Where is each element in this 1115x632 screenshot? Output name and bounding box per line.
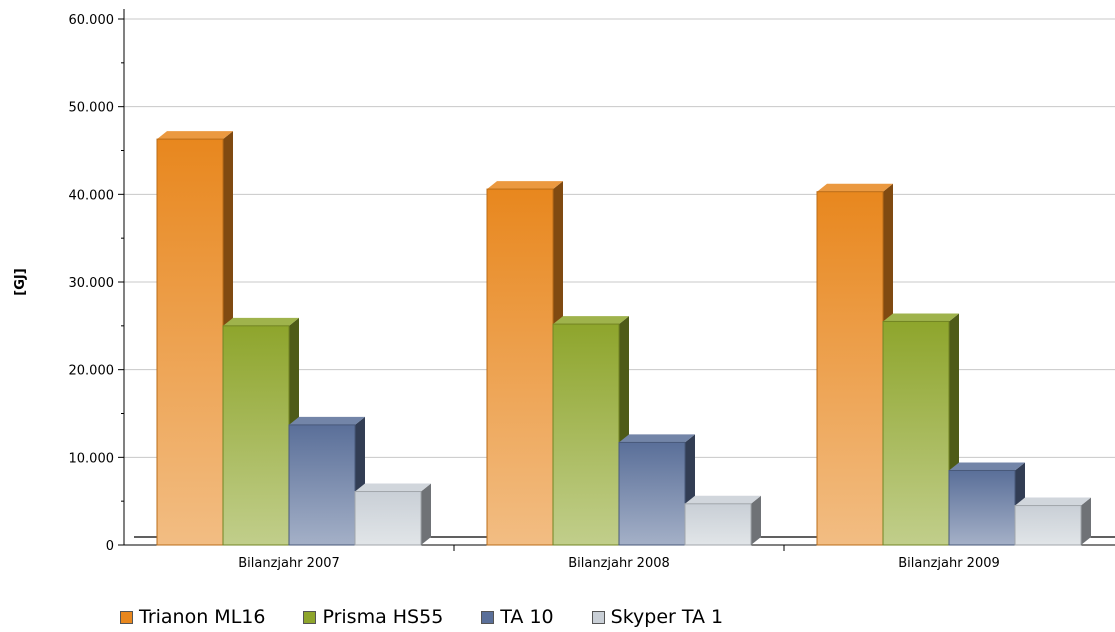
legend-item: TA 10 <box>481 606 554 628</box>
y-tick-label: 20.000 <box>69 364 115 379</box>
bar <box>1014 497 1091 546</box>
bar-top <box>685 495 761 504</box>
legend-swatch <box>591 610 605 624</box>
bar <box>288 416 365 546</box>
legend-swatch <box>120 610 133 624</box>
x-category-label: Bilanzjahr 2009 <box>898 556 1000 571</box>
bar-top <box>487 181 563 190</box>
bar <box>156 131 233 546</box>
bar-front <box>222 325 290 546</box>
bar-top <box>289 416 365 425</box>
y-axis-title: [GJ] <box>13 268 28 295</box>
bar <box>882 313 959 546</box>
legend-item: Skyper TA 1 <box>591 606 724 628</box>
x-category-label: Bilanzjahr 2007 <box>238 556 340 571</box>
y-tick-label: 30.000 <box>69 276 115 291</box>
y-tick-label: 0 <box>106 539 114 554</box>
y-tick-label: 50.000 <box>69 101 115 116</box>
bar <box>816 183 893 546</box>
legend-swatch <box>481 610 495 624</box>
bar-front <box>288 424 356 546</box>
legend-item: Trianon ML16 <box>120 606 265 628</box>
bar-front <box>816 191 884 546</box>
bar-front <box>618 441 686 546</box>
bar <box>684 495 761 546</box>
bar-front <box>552 323 620 546</box>
bar-top <box>1015 497 1091 506</box>
legend-item: Prisma HS55 <box>303 606 443 628</box>
legend-label: Trianon ML16 <box>139 606 266 628</box>
x-category-label: Bilanzjahr 2008 <box>568 556 670 571</box>
bar-top <box>157 131 233 140</box>
bar <box>354 483 431 546</box>
bar-front <box>486 188 554 546</box>
bar <box>552 316 629 546</box>
bars <box>156 131 1091 546</box>
bar-top <box>619 434 695 443</box>
bar-side <box>1081 497 1091 545</box>
bar-side <box>751 495 761 545</box>
bar <box>222 317 299 546</box>
bar-top <box>553 316 629 325</box>
y-tick-label: 10.000 <box>69 451 115 466</box>
bar-front <box>354 491 422 546</box>
bar-top <box>949 462 1025 471</box>
bar-top <box>817 183 893 192</box>
bar <box>618 434 695 546</box>
bar-front <box>684 503 752 546</box>
bar-top <box>223 317 299 326</box>
bar-top <box>355 483 431 492</box>
legend-label: Skyper TA 1 <box>610 606 724 628</box>
bar-chart: 0 10.000 20.000 30.000 40.000 50.000 60.000 [GJ… <box>13 9 1115 571</box>
bar-front <box>1014 505 1082 546</box>
bar-front <box>156 138 224 546</box>
bar <box>486 181 563 546</box>
y-tick-label: 40.000 <box>69 188 115 203</box>
bar-front <box>948 469 1016 546</box>
axis-labels: 0 10.000 20.000 30.000 40.000 50.000 60.000 [GJ… <box>13 13 1000 571</box>
bar-side <box>421 483 431 545</box>
legend-swatch <box>303 610 317 624</box>
legend-label: TA 10 <box>500 606 554 628</box>
legend: Trianon ML16 Prisma HS55 TA 10 Skyper TA 1 <box>120 606 761 628</box>
bar-front <box>882 320 950 546</box>
bar <box>948 462 1025 546</box>
bar-top <box>883 313 959 322</box>
legend-label: Prisma HS55 <box>322 606 444 628</box>
y-tick-label: 60.000 <box>69 13 115 28</box>
